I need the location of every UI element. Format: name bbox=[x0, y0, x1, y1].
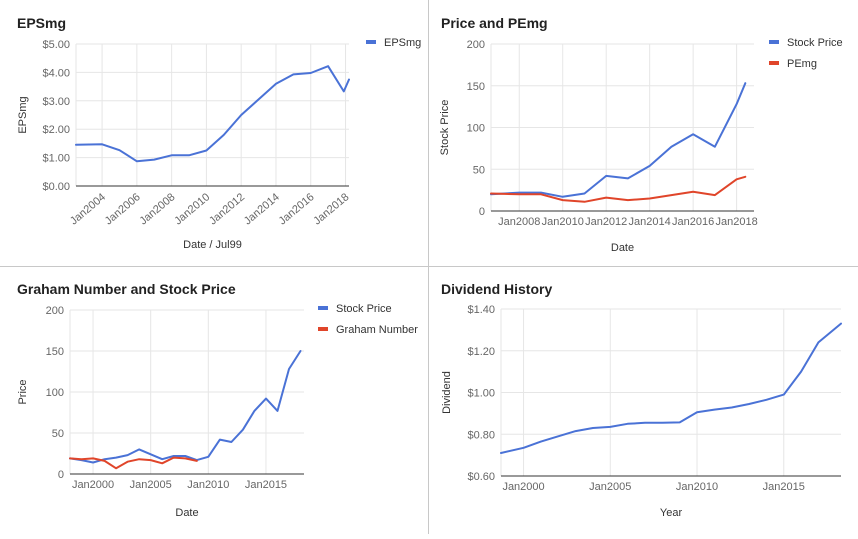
x-axis-title: Date bbox=[611, 242, 634, 254]
x-tick-label: Jan2018 bbox=[716, 216, 758, 228]
chart-title: Graham Number and Stock Price bbox=[17, 281, 236, 297]
y-tick-label: 150 bbox=[46, 346, 64, 358]
legend-swatch bbox=[769, 61, 779, 65]
x-tick-label: Jan2008 bbox=[498, 216, 540, 228]
series-line-pemg bbox=[490, 175, 747, 203]
dividend-chart: Dividend History $0.60 $0.80 $1.00 $1.20 $1.4… bbox=[441, 281, 842, 519]
x-tick-label: Jan2005 bbox=[130, 479, 172, 491]
x-axis-title: Year bbox=[660, 507, 683, 519]
y-tick-label: $5.00 bbox=[42, 39, 70, 51]
chart-title: Dividend History bbox=[441, 281, 552, 297]
x-tick-label: Jan2010 bbox=[676, 481, 718, 493]
y-tick-label: 0 bbox=[479, 206, 485, 218]
x-tick-label: Jan2010 bbox=[187, 479, 229, 491]
x-tick-label: Jan2015 bbox=[763, 481, 805, 493]
x-tick-label: Jan2006 bbox=[103, 191, 143, 227]
x-tick-label: Jan2012 bbox=[585, 216, 627, 228]
x-tick-label: Jan2012 bbox=[207, 191, 247, 227]
chart-panel-graham: Graham Number and Stock Price 0 50 100 150 20… bbox=[0, 267, 428, 534]
x-tick-label: Jan2014 bbox=[242, 191, 282, 227]
y-tick-label: $1.20 bbox=[467, 346, 495, 358]
x-axis-title: Date / Jul99 bbox=[183, 239, 242, 251]
y-tick-label: $4.00 bbox=[42, 67, 70, 79]
price-pe-chart: Price and PEmg 0 50 100 150 200 Jan2008 Jan2010… bbox=[439, 15, 843, 254]
legend-swatch bbox=[318, 306, 328, 310]
y-tick-label: 50 bbox=[473, 164, 485, 176]
chart-panel-price-pe: Price and PEmg 0 50 100 150 200 Jan2008 Jan2010… bbox=[429, 0, 858, 266]
y-tick-label: 0 bbox=[58, 469, 64, 481]
chart-title: Price and PEmg bbox=[441, 15, 548, 31]
x-tick-label: Jan2014 bbox=[629, 216, 671, 228]
legend-label: PEmg bbox=[787, 58, 817, 70]
legend-swatch bbox=[366, 40, 376, 44]
legend-label: Graham Number bbox=[336, 324, 418, 336]
series-line-dividend bbox=[500, 322, 842, 454]
chart-panel-dividend: Dividend History $0.60 $0.80 $1.00 $1.20 $1.4… bbox=[429, 267, 858, 534]
x-tick-label: Jan2016 bbox=[672, 216, 714, 228]
legend-label: Stock Price bbox=[336, 303, 392, 315]
x-tick-label: Jan2008 bbox=[138, 191, 178, 227]
panel-divider-horizontal bbox=[0, 266, 858, 267]
series-line-stock-price bbox=[490, 82, 747, 198]
x-tick-label: Jan2010 bbox=[172, 191, 212, 227]
y-tick-label: 150 bbox=[467, 81, 485, 93]
y-axis-title: EPSmg bbox=[17, 96, 29, 133]
y-tick-label: $1.00 bbox=[467, 388, 495, 400]
x-tick-label: Jan2018 bbox=[311, 191, 351, 227]
x-tick-label: Jan2016 bbox=[277, 191, 317, 227]
y-tick-label: 100 bbox=[46, 387, 64, 399]
y-tick-label: 100 bbox=[467, 123, 485, 135]
series-line-graham-number bbox=[69, 456, 198, 470]
y-tick-label: $0.00 bbox=[42, 181, 70, 193]
series-line-stock-price bbox=[69, 350, 302, 464]
series-line-epsmg bbox=[75, 65, 350, 163]
y-tick-label: $3.00 bbox=[42, 96, 70, 108]
y-tick-label: 200 bbox=[46, 305, 64, 317]
x-tick-label: Jan2000 bbox=[72, 479, 114, 491]
x-tick-label: Jan2004 bbox=[68, 191, 108, 227]
y-axis-title: Price bbox=[17, 379, 29, 404]
x-tick-label: Jan2005 bbox=[589, 481, 631, 493]
x-axis-title: Date bbox=[175, 507, 198, 519]
legend-label: Stock Price bbox=[787, 37, 843, 49]
x-tick-label: Jan2015 bbox=[245, 479, 287, 491]
y-tick-label: 200 bbox=[467, 39, 485, 51]
graham-chart: Graham Number and Stock Price 0 50 100 150 20… bbox=[17, 281, 418, 519]
y-tick-label: $1.40 bbox=[467, 304, 495, 316]
y-tick-label: $2.00 bbox=[42, 124, 70, 136]
chart-title: EPSmg bbox=[17, 15, 66, 31]
y-tick-label: $0.60 bbox=[467, 471, 495, 483]
y-axis-title: Stock Price bbox=[439, 100, 451, 156]
y-tick-label: $0.80 bbox=[467, 429, 495, 441]
y-tick-label: 50 bbox=[52, 428, 64, 440]
legend-swatch bbox=[318, 327, 328, 331]
panel-divider-vertical bbox=[428, 0, 429, 534]
x-tick-label: Jan2010 bbox=[542, 216, 584, 228]
x-tick-label: Jan2000 bbox=[502, 481, 544, 493]
y-axis-title: Dividend bbox=[441, 371, 453, 414]
eps-chart: EPSmg $0.00 $1.00 $2.00 $3.00 $4.00 $5.00 Jan20… bbox=[17, 15, 421, 251]
y-tick-label: $1.00 bbox=[42, 153, 70, 165]
legend-label: EPSmg bbox=[384, 37, 421, 49]
legend-swatch bbox=[769, 40, 779, 44]
chart-panel-eps: EPSmg $0.00 $1.00 $2.00 $3.00 $4.00 $5.00 Jan20… bbox=[0, 0, 428, 266]
